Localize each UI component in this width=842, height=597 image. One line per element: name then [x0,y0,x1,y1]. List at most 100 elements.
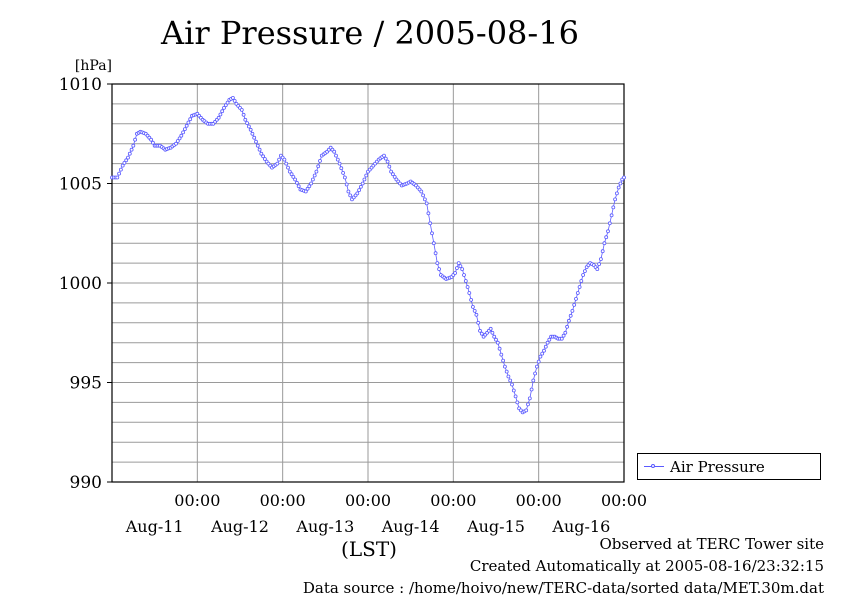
data-point [540,351,545,356]
data-point [364,173,369,178]
data-point [291,174,296,179]
data-point [335,157,340,162]
data-point [433,251,438,256]
data-point [342,175,347,180]
data-point [348,193,353,198]
data-point [561,333,566,338]
data-point [182,127,187,132]
data-point [536,359,541,364]
x-tick-time-label: 00:00 [345,491,391,510]
data-point [470,304,475,309]
data-point [243,117,248,122]
data-point [293,177,298,182]
data-point [115,175,120,180]
data-point [150,140,155,145]
data-point [572,302,577,307]
data-point [127,151,132,156]
data-point [424,201,429,206]
data-point [232,99,237,103]
data-point [314,169,319,174]
data-point [284,161,289,166]
data-point [597,262,601,267]
data-point [497,346,502,351]
footer-data-source: Data source : /home/hoivo/new/TERC-data/… [302,579,824,597]
data-point [257,147,262,152]
data-point [218,112,223,117]
data-point [604,235,609,240]
data-point [565,324,569,329]
data-point [310,177,315,182]
data-point [574,296,578,301]
data-point [579,279,584,283]
data-point [524,408,529,413]
y-tick-label: 1010 [59,75,102,95]
data-point [124,158,129,163]
x-tick-time-label: 00:00 [430,491,476,510]
data-point [294,180,299,185]
data-point [462,273,466,277]
x-tick-time-label: 00:00 [174,491,220,510]
data-point [419,189,424,194]
data-point [538,354,543,359]
data-point [529,387,534,392]
data-point [606,229,610,234]
data-point [262,157,267,161]
data-point [277,157,282,162]
x-tick-time-label: 00:00 [260,491,306,510]
data-point [303,189,308,194]
data-point [422,197,427,202]
chart-title: Air Pressure / 2005-08-16 [161,14,579,52]
data-point [275,161,280,166]
data-point [511,388,516,393]
footer-created-note: Created Automatically at 2005-08-16/23:3… [469,557,824,575]
data-point [515,400,520,405]
data-point [387,164,392,169]
x-tick-date-label: Aug-12 [210,517,269,536]
data-point [499,352,504,357]
data-point [501,358,506,363]
data-point [437,267,442,272]
data-point [309,181,314,186]
data-point [543,344,548,349]
data-point [533,371,537,376]
data-point [575,291,580,295]
data-point [389,169,394,174]
data-point [456,261,461,266]
data-point [312,173,317,178]
data-point [184,123,189,128]
data-point [390,172,395,177]
data-point [117,171,121,176]
data-point [431,241,436,246]
data-point [583,269,587,274]
data-point [239,108,244,112]
data-point [358,184,363,189]
data-point [241,112,246,117]
data-point [570,308,575,313]
data-point [600,249,605,254]
x-tick-date-label: Aug-14 [381,517,440,536]
y-tick-label: 990 [70,473,102,493]
data-point [607,221,612,226]
data-point [547,337,552,342]
data-point [174,141,178,146]
data-point [428,221,433,226]
data-point [261,154,266,159]
y-tick-label: 995 [70,374,102,394]
data-point [506,374,511,379]
data-point [120,163,125,168]
data-point [495,340,500,345]
data-point [230,96,235,100]
data-point [510,382,514,387]
x-tick-time-label: 00:00 [516,491,562,510]
data-point [472,308,477,313]
data-point [385,159,390,164]
data-point [616,185,621,190]
y-tick-label: 1005 [59,175,102,195]
data-point [609,213,614,218]
data-point [453,271,458,275]
legend-label: Air Pressure [670,458,765,476]
data-point [454,266,459,271]
data-point [175,139,180,143]
data-point [531,378,536,383]
